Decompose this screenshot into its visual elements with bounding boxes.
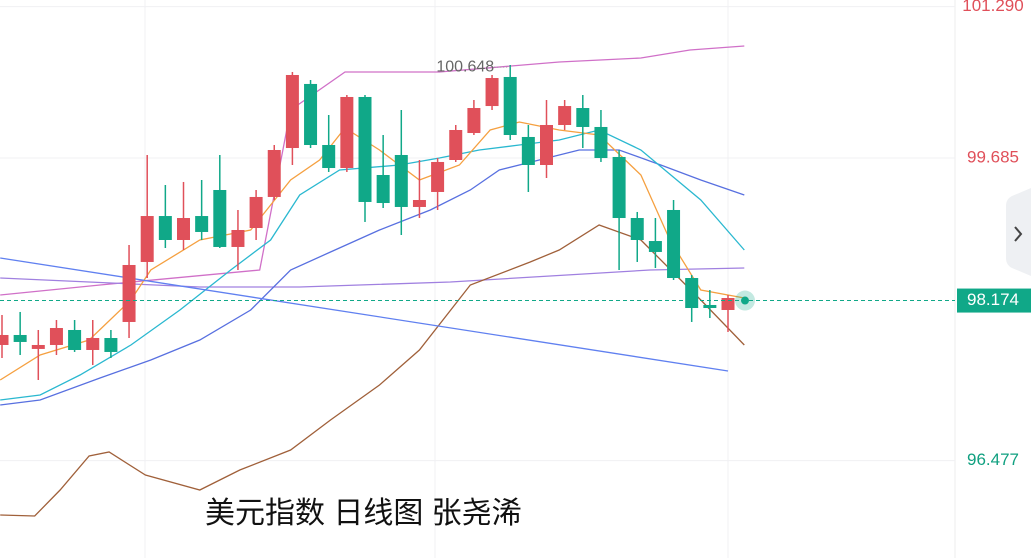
last-price-dot	[741, 296, 749, 305]
candle-body	[31, 344, 45, 349]
candle-body	[195, 216, 209, 232]
indicator-line	[0, 129, 745, 401]
candle-body	[13, 334, 27, 342]
last-price-label: 98.174	[967, 290, 1019, 309]
candle-body	[412, 199, 426, 207]
candle-body	[86, 338, 100, 350]
y-tick-label: 101.290	[962, 0, 1023, 15]
chart-title: 美元指数 日线图 张尧浠	[205, 497, 522, 530]
candle-body	[576, 108, 590, 127]
candle-body	[667, 209, 681, 279]
annotation-label: 100.648	[436, 58, 494, 75]
candle-body	[322, 144, 336, 169]
candle-body	[49, 328, 63, 345]
candle-body	[485, 78, 499, 107]
chevron-icon[interactable]	[1014, 226, 1023, 242]
indicator-line	[0, 224, 745, 517]
y-tick-label: 99.685	[967, 147, 1019, 166]
candle-body	[358, 96, 372, 202]
candle-body	[431, 161, 445, 192]
candle-body	[703, 304, 717, 309]
y-tick-label: 96.477	[967, 450, 1019, 469]
candle-body	[376, 174, 390, 204]
candle-body	[285, 74, 299, 149]
indicator-line	[0, 267, 745, 288]
candle-body	[122, 264, 136, 322]
candle-body	[213, 189, 227, 247]
candle-body	[249, 196, 263, 229]
candle-body	[521, 136, 535, 165]
candle-body	[394, 154, 408, 207]
indicator-line	[0, 257, 729, 372]
candle-body	[68, 329, 82, 350]
candle-body	[0, 334, 9, 345]
candle-body	[104, 338, 118, 352]
candle-body	[630, 218, 644, 240]
candle-body	[340, 96, 354, 169]
candle-body	[721, 298, 735, 310]
indicator-line	[0, 149, 745, 406]
candle-body	[612, 156, 626, 219]
candle-body	[158, 216, 172, 240]
candle-body	[304, 83, 318, 145]
last-price-box	[957, 288, 1031, 313]
plot: 100.648	[0, 6, 955, 517]
indicator-line	[0, 121, 745, 381]
candle-body	[267, 149, 281, 197]
candle-body	[503, 76, 517, 135]
candle-body	[140, 216, 154, 262]
candle-body	[231, 229, 245, 247]
candle-body	[449, 129, 463, 160]
indicator-line	[0, 45, 745, 296]
candle-body	[558, 106, 572, 125]
expand-button[interactable]	[1006, 188, 1031, 276]
candle-body	[540, 124, 553, 165]
candle-body	[648, 241, 662, 252]
candle-body	[467, 108, 481, 134]
candle-body	[594, 126, 608, 159]
candle-body	[177, 218, 190, 240]
candle-body	[685, 278, 699, 309]
